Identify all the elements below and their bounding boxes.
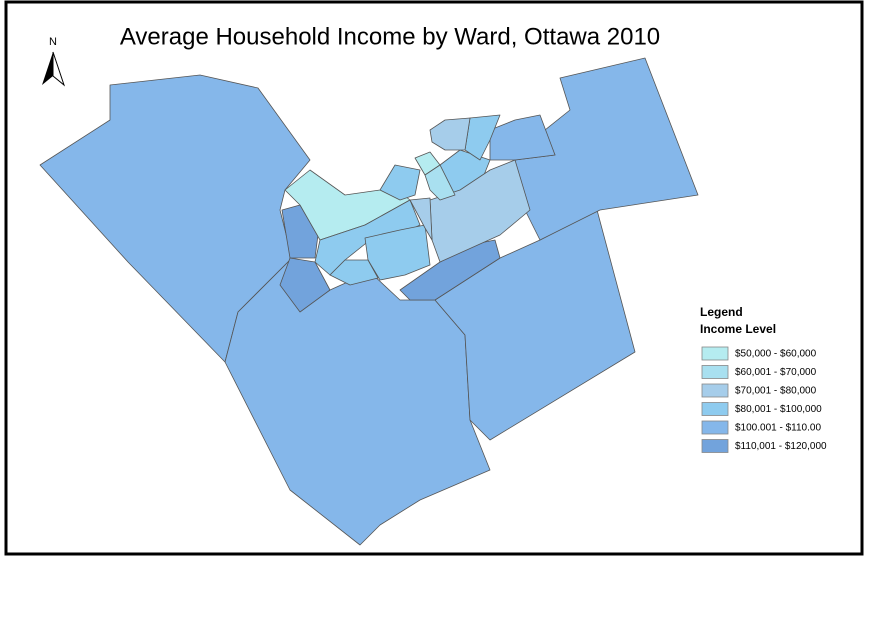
ward — [434, 209, 636, 441]
ward — [429, 159, 531, 263]
legend-items: $50,000 - $60,000 $60,001 - $70,000 $70,00… — [701, 346, 827, 453]
ward — [409, 197, 433, 241]
legend-label: $80,001 - $100,000 — [735, 404, 822, 415]
legend: Legend Income Level $50,000 - $60,000 $60… — [700, 305, 827, 453]
north-arrow-left — [42, 52, 53, 85]
legend-subheading: Income Level — [700, 322, 776, 336]
legend-swatch — [701, 402, 729, 416]
legend-label: $100.001 - $110.00 — [735, 423, 821, 434]
wards — [39, 57, 699, 546]
legend-swatch — [701, 439, 729, 453]
north-arrow-right — [52, 51, 66, 87]
ward — [379, 164, 421, 201]
legend-label: $50,000 - $60,000 — [735, 349, 817, 360]
ward — [424, 164, 456, 201]
map-title: Average Household Income by Ward, Ottawa… — [120, 23, 660, 50]
legend-swatch — [701, 420, 729, 435]
ward — [429, 117, 471, 151]
north-label: N — [49, 36, 57, 48]
north-arrow: N — [42, 36, 66, 87]
legend-label: $110,001 - $120,000 — [735, 441, 827, 452]
legend-swatch — [701, 365, 729, 379]
legend-label: $70,001 - $80,000 — [735, 386, 817, 397]
legend-label: $60,001 - $70,000 — [735, 367, 817, 378]
ward — [329, 259, 379, 286]
ward — [281, 204, 319, 259]
legend-swatch — [701, 383, 729, 398]
legend-swatch — [701, 346, 729, 361]
legend-heading: Legend — [700, 305, 743, 319]
ward — [279, 257, 331, 313]
